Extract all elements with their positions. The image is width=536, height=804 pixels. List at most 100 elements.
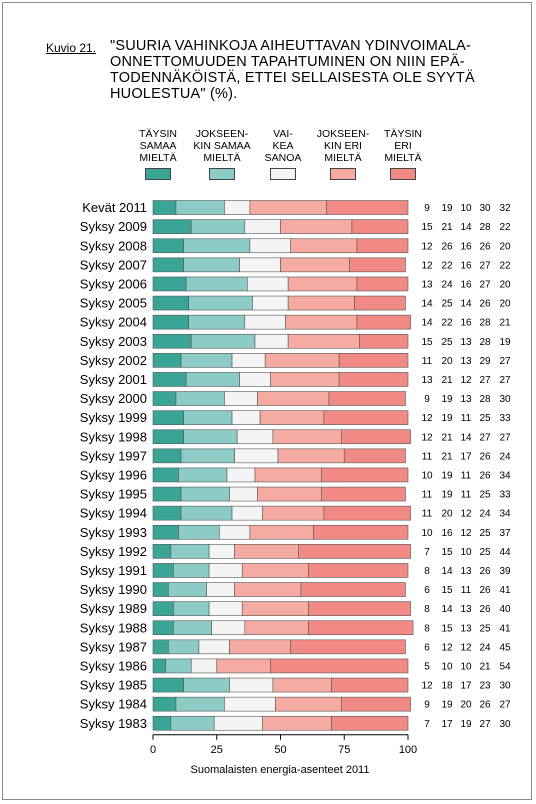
- data-label: 20: [441, 356, 453, 367]
- legend-item: JOKSEEN- KIN SAMAA MIELTÄ: [187, 128, 257, 180]
- data-label: 28: [479, 337, 491, 348]
- data-label: 19: [441, 700, 453, 711]
- bar-segment: [264, 353, 340, 368]
- data-label: 25: [479, 413, 491, 424]
- data-label: 12: [421, 681, 433, 692]
- category-label: Syksy 2008: [80, 238, 147, 253]
- legend-item: JOKSEEN- KIN ERI MIELTÄ: [308, 128, 378, 180]
- data-label: 15: [421, 337, 433, 348]
- bar-segment: [247, 276, 289, 292]
- data-label: 26: [479, 604, 491, 615]
- bar-segment: [152, 276, 187, 292]
- data-label: 13: [460, 337, 472, 348]
- bar-segment: [188, 295, 253, 311]
- data-label: 30: [479, 203, 491, 214]
- data-label: 17: [460, 451, 472, 462]
- bar-segment: [280, 257, 350, 273]
- bar-segment: [231, 410, 261, 425]
- data-label: 10: [421, 470, 433, 481]
- bar-segment: [180, 486, 230, 502]
- data-label: 19: [441, 413, 453, 424]
- bar-segment: [175, 391, 225, 406]
- bar-segment: [178, 467, 228, 483]
- data-label: 9: [424, 203, 430, 214]
- bar-segment: [272, 677, 332, 693]
- category-label: Syksy 2003: [80, 334, 147, 349]
- category-label: Syksy 1995: [80, 487, 147, 502]
- bar-segment: [328, 391, 406, 406]
- bar-segment: [259, 410, 325, 425]
- category-label: Syksy 2005: [80, 296, 147, 311]
- data-label: 13: [460, 566, 472, 577]
- category-label: Syksy 1999: [80, 410, 147, 425]
- bar-segment: [188, 314, 246, 330]
- data-label: 16: [460, 279, 472, 290]
- bar-segment: [152, 677, 184, 693]
- data-label: 30: [499, 719, 511, 730]
- bar-segment: [208, 601, 243, 616]
- data-label: 30: [499, 681, 511, 692]
- category-label: Syksy 1994: [80, 506, 147, 521]
- bar-segment: [234, 448, 279, 464]
- data-label: 41: [499, 623, 511, 634]
- bar-segment: [231, 353, 266, 368]
- bar-segment: [262, 715, 332, 731]
- bar-segment: [269, 658, 409, 674]
- data-label: 17: [441, 719, 453, 730]
- bar-segment: [236, 429, 274, 445]
- data-label: 14: [460, 432, 472, 443]
- data-label: 27: [499, 432, 511, 443]
- data-label: 15: [441, 623, 453, 634]
- data-label: 11: [461, 490, 472, 501]
- data-label: 8: [424, 566, 430, 577]
- title-line: TODENNÄKÖISTÄ, ETTEI SELLAISESTA OLE SYY…: [110, 70, 475, 86]
- bar-segment: [241, 601, 309, 616]
- bar-segment: [168, 582, 207, 597]
- data-label: 11: [461, 470, 472, 481]
- data-label: 11: [461, 413, 472, 424]
- data-label: 26: [479, 470, 491, 481]
- data-label: 27: [499, 700, 511, 711]
- category-label: Syksy 1989: [80, 601, 147, 616]
- data-label: 10: [460, 203, 472, 214]
- category-label: Syksy 1992: [80, 544, 147, 559]
- data-label: 25: [441, 299, 453, 310]
- bar-segment: [277, 448, 345, 464]
- bar-segment: [244, 219, 281, 234]
- bar-segment: [272, 429, 343, 445]
- bar-segment: [241, 563, 309, 578]
- data-label: 25: [479, 623, 491, 634]
- data-label: 30: [499, 394, 511, 405]
- bar-segment: [152, 219, 192, 234]
- bar-segment: [185, 372, 240, 387]
- data-label: 8: [424, 623, 430, 634]
- data-label: 23: [479, 681, 491, 692]
- title-line: "SUURIA VAHINKOJA AIHEUTTAVAN YDINVOIMAL…: [110, 38, 472, 54]
- bar-segment: [287, 333, 360, 349]
- data-label: 10: [460, 547, 472, 558]
- bar-segment: [239, 257, 281, 273]
- data-label: 13: [460, 623, 472, 634]
- bar-segment: [152, 467, 179, 483]
- bar-segment: [152, 639, 169, 655]
- data-label: 16: [441, 528, 453, 539]
- bar-segment: [216, 658, 271, 674]
- category-label: Syksy 2001: [80, 372, 147, 387]
- data-label: 20: [460, 700, 472, 711]
- data-label: 15: [421, 222, 433, 233]
- bar-segment: [152, 257, 184, 273]
- data-label: 54: [499, 661, 511, 672]
- bar-segment: [249, 524, 314, 540]
- bar-segment: [249, 238, 291, 254]
- data-label: 26: [441, 241, 453, 252]
- category-label: Syksy 2000: [80, 391, 147, 406]
- bar-segment: [356, 238, 409, 254]
- bar-segment: [185, 276, 248, 292]
- bar-segment: [308, 563, 409, 578]
- data-label: 15: [441, 547, 453, 558]
- bar-segment: [224, 696, 276, 712]
- bar-segment: [152, 391, 177, 406]
- data-label: 20: [441, 509, 453, 520]
- category-label: Syksy 1987: [80, 639, 147, 654]
- bar-segment: [254, 333, 289, 349]
